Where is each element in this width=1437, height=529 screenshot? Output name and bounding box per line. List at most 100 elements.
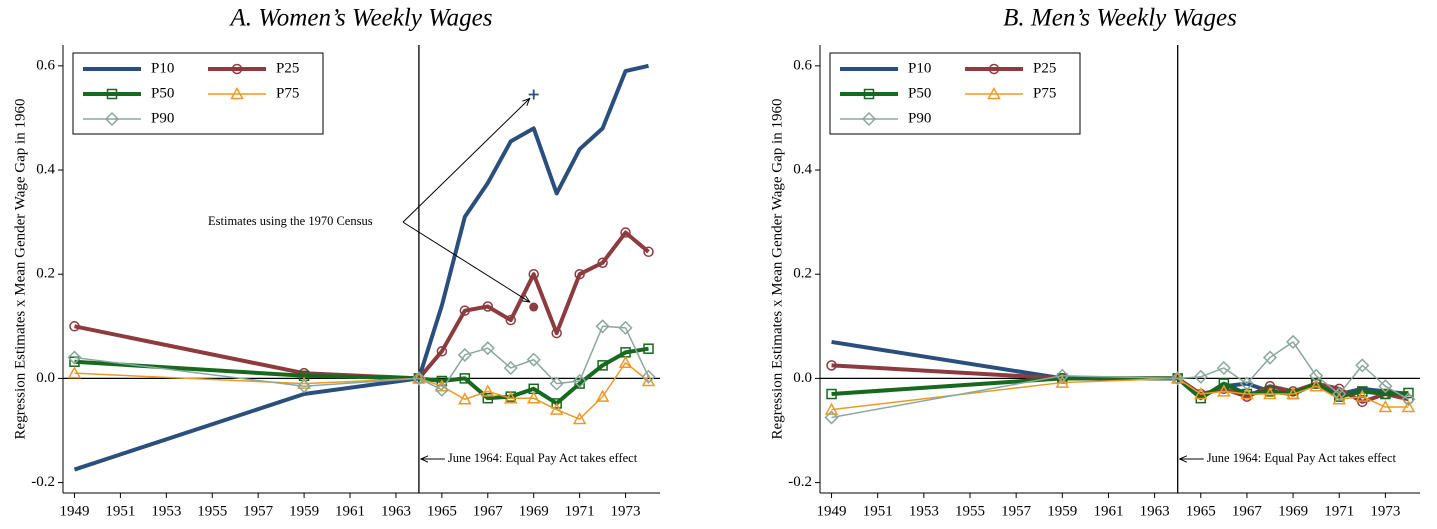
marker xyxy=(458,392,472,405)
marker xyxy=(1055,375,1070,388)
legend-label: P90 xyxy=(151,110,174,126)
marker xyxy=(69,321,80,332)
x-tick-label: 1973 xyxy=(1370,503,1400,519)
series-line xyxy=(74,230,650,381)
marker xyxy=(526,391,541,404)
legend-label: P75 xyxy=(1033,85,1056,101)
y-axis-label: Regression Estimates x Mean Gender Wage … xyxy=(12,99,28,440)
x-tick-label: 1965 xyxy=(1186,503,1216,519)
marker xyxy=(459,305,471,316)
marker xyxy=(1286,386,1300,400)
legend-marker xyxy=(988,63,1000,75)
legend-marker xyxy=(861,111,877,127)
marker xyxy=(1216,360,1231,376)
legend-label: P50 xyxy=(151,85,174,101)
y-tick-label: -0.2 xyxy=(31,474,55,490)
series-line xyxy=(74,346,649,406)
marker xyxy=(597,257,608,268)
x-tick-label: 1949 xyxy=(817,503,847,519)
y-tick-label: 0.4 xyxy=(793,161,812,177)
y-tick-label: 0.2 xyxy=(793,266,812,282)
marker xyxy=(1401,392,1416,407)
x-tick-label: 1971 xyxy=(565,503,595,519)
series-line xyxy=(831,376,1409,401)
legend-label: P25 xyxy=(276,60,299,76)
marker xyxy=(551,327,562,339)
marker xyxy=(549,376,564,391)
marker xyxy=(1401,399,1416,413)
series-line xyxy=(74,362,649,420)
marker xyxy=(67,350,82,365)
marker xyxy=(526,352,541,367)
y-tick-label: 0.0 xyxy=(36,370,55,386)
marker xyxy=(1239,376,1254,391)
chart-title: A. Women’s Weekly Wages xyxy=(229,5,493,32)
marker xyxy=(482,392,494,404)
y-tick-label: 0.2 xyxy=(36,266,55,282)
chart-title: B. Men’s Weekly Wages xyxy=(1003,5,1237,32)
marker xyxy=(1240,386,1254,400)
x-tick-label: 1955 xyxy=(197,503,227,519)
marker xyxy=(503,360,518,376)
marker xyxy=(480,341,495,356)
event-label: June 1964: Equal Pay Act takes effect xyxy=(448,451,638,465)
x-tick-label: 1961 xyxy=(1093,503,1123,519)
x-tick-label: 1957 xyxy=(243,503,274,519)
x-tick-label: 1953 xyxy=(151,503,181,519)
legend-marker xyxy=(987,86,1001,100)
marker xyxy=(1378,399,1393,413)
series-line xyxy=(831,363,1409,404)
marker xyxy=(574,268,585,280)
marker xyxy=(459,373,471,384)
legend-marker xyxy=(231,63,243,75)
marker xyxy=(824,402,839,415)
marker xyxy=(1217,384,1231,397)
legend-marker xyxy=(863,88,875,100)
legend-marker xyxy=(106,88,118,100)
x-tick-label: 1959 xyxy=(289,503,319,519)
legend-label: P50 xyxy=(908,85,931,101)
legend-label: P25 xyxy=(1033,60,1056,76)
census-label: Estimates using the 1970 Census xyxy=(208,214,373,228)
marker xyxy=(528,268,539,280)
x-tick-label: 1961 xyxy=(335,503,365,519)
x-tick-label: 1973 xyxy=(611,503,641,519)
marker xyxy=(1194,386,1208,400)
marker xyxy=(641,369,656,384)
legend-label: P10 xyxy=(151,60,174,76)
marker xyxy=(1264,386,1276,397)
x-tick-label: 1967 xyxy=(1232,503,1263,519)
census-point xyxy=(529,302,539,312)
marker xyxy=(826,360,837,371)
legend-label: P10 xyxy=(908,60,931,76)
marker xyxy=(411,371,426,386)
y-tick-label: 0.0 xyxy=(793,370,812,386)
marker xyxy=(482,301,494,312)
marker xyxy=(1332,392,1346,405)
marker xyxy=(1378,379,1393,394)
x-tick-label: 1969 xyxy=(1278,503,1308,519)
marker xyxy=(1218,378,1230,389)
marker xyxy=(572,373,587,389)
marker xyxy=(1309,379,1323,392)
marker xyxy=(1262,350,1278,365)
x-tick-label: 1963 xyxy=(381,503,411,519)
marker xyxy=(434,382,449,397)
marker xyxy=(1310,378,1322,389)
y-tick-label: -0.2 xyxy=(788,474,812,490)
marker xyxy=(1355,358,1370,373)
legend-label: P90 xyxy=(908,110,931,126)
marker xyxy=(595,319,610,334)
marker xyxy=(1193,369,1208,384)
marker xyxy=(551,398,562,409)
marker xyxy=(436,346,448,357)
marker xyxy=(595,389,610,402)
marker xyxy=(826,388,837,400)
event-label: June 1964: Equal Pay Act takes effect xyxy=(1207,451,1397,465)
legend-label: P75 xyxy=(276,85,299,101)
y-tick-label: 0.4 xyxy=(36,161,55,177)
y-axis-label: Regression Estimates x Mean Gender Wage … xyxy=(769,99,785,440)
x-tick-label: 1963 xyxy=(1140,503,1170,519)
marker xyxy=(1309,368,1324,383)
